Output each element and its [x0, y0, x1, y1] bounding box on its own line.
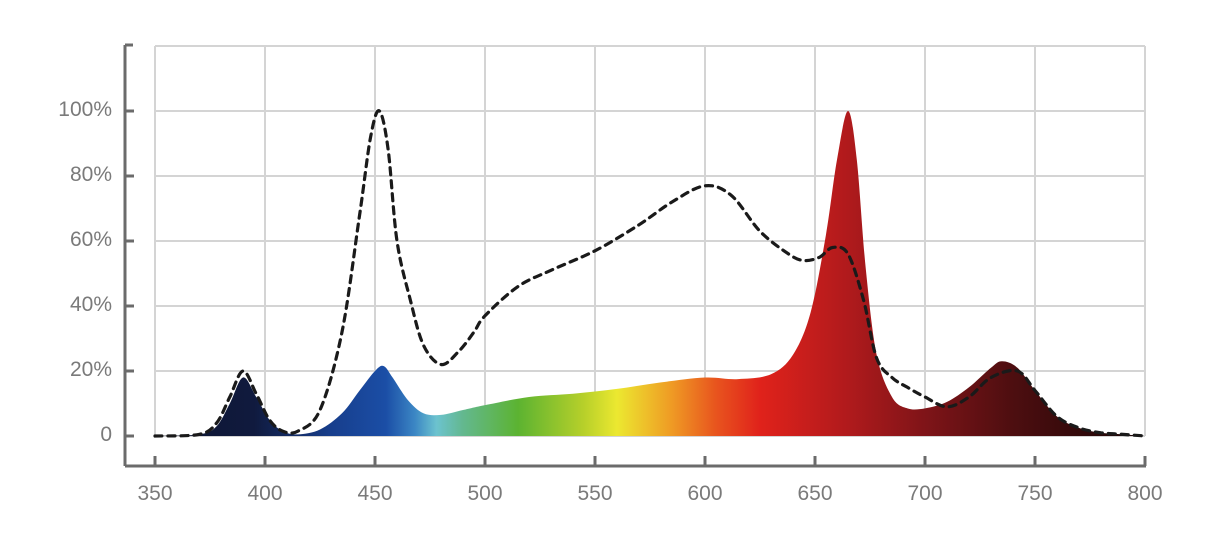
x-tick-label: 500: [467, 482, 503, 505]
x-tick-label: 350: [137, 482, 173, 505]
x-tick-label: 700: [907, 482, 943, 505]
x-tick-label: 450: [357, 482, 393, 505]
x-tick-label: 750: [1017, 482, 1053, 505]
x-tick-label: 650: [797, 482, 833, 505]
x-tick-label: 600: [687, 482, 723, 505]
reference-spectrum-dashed-line: [153, 109, 1147, 438]
x-tick-label: 800: [1127, 482, 1163, 505]
y-tick-label: 80%: [69, 163, 112, 186]
y-tick-label: 100%: [58, 98, 112, 121]
y-tick-label: 40%: [69, 293, 112, 316]
x-tick-label: 400: [247, 482, 283, 505]
y-tick-label: 20%: [69, 358, 112, 381]
axes: [123, 43, 1147, 468]
y-tick-label: 0: [100, 423, 112, 446]
x-tick-label: 550: [577, 482, 613, 505]
led-spectrum-area: [155, 111, 1145, 436]
y-tick-label: 60%: [69, 228, 112, 251]
